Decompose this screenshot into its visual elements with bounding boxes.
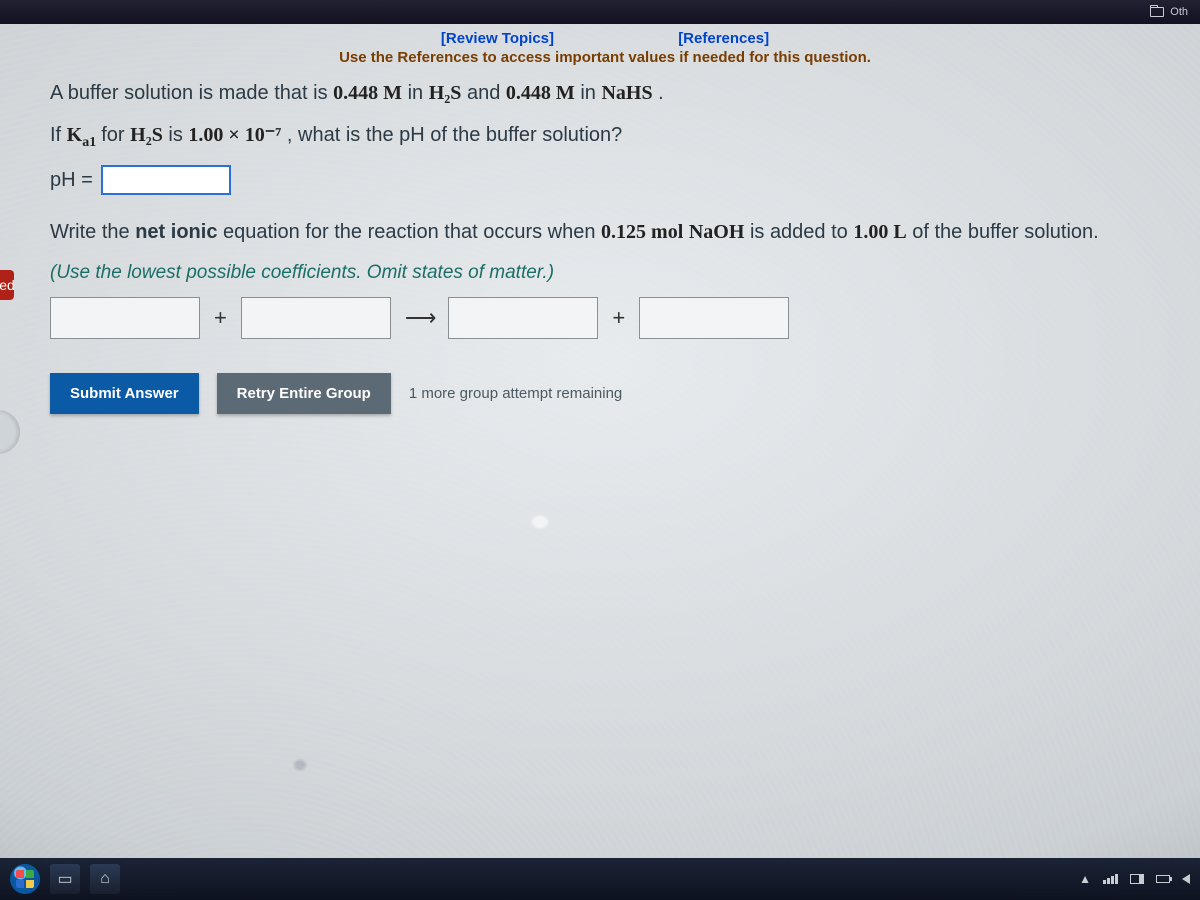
concentration-1: 0.448 M [333,82,402,104]
text: , what is the pH of the buffer solution? [287,124,622,146]
ph-row: pH = [50,163,1160,197]
product-1-input[interactable] [448,297,598,339]
speaker-icon[interactable] [1182,874,1190,884]
browser-tab-strip: Oth [0,0,1200,24]
text: A buffer solution is made that is [50,82,333,104]
text: is [168,124,188,146]
ka-symbol: Ka1 [67,124,102,146]
text: in [408,82,429,104]
plus-1: + [214,299,227,336]
reactant-2-input[interactable] [241,297,391,339]
question-line-1: A buffer solution is made that is 0.448 … [50,76,1160,110]
species-h2s-2: H₂S [130,124,163,146]
coefficient-hint: (Use the lowest possible coefficients. O… [50,257,1160,289]
volume: 1.00 L [853,221,906,243]
question-line-3: Write the net ionic equation for the rea… [50,215,1160,249]
tray-up-icon[interactable]: ▲ [1079,872,1091,886]
species-nahs: NaHS [601,82,652,104]
tab-other-label[interactable]: Oth [1170,6,1188,18]
ka-k: K [67,124,83,146]
plus-2: + [612,299,625,336]
references-instruction: Use the References to access important v… [10,49,1200,66]
text: and [467,82,506,104]
references-link[interactable]: [References] [678,30,769,47]
taskbar-app-1[interactable]: ▭ [50,864,80,894]
ph-input[interactable] [101,165,231,195]
text: . [658,82,664,104]
submit-answer-button[interactable]: Submit Answer [50,373,199,414]
reactant-1-input[interactable] [50,297,200,339]
taskbar: ▭ ⌂ ▲ [0,858,1200,900]
equation-row: + ⟶ + [50,297,1160,339]
mol-amount: 0.125 mol [601,221,683,243]
start-button[interactable] [10,864,40,894]
question-line-2: If Ka1 for H₂S is 1.00 × 10⁻⁷ , what is … [50,118,1160,155]
text: If [50,124,67,146]
content-panel: [Review Topics] [References] Use the Ref… [10,24,1200,850]
ka-sub: a1 [82,135,96,150]
species-naoh: NaOH [689,221,745,243]
text: for [101,124,130,146]
review-topics-link[interactable]: [Review Topics] [441,30,554,47]
ka-value: 1.00 × 10⁻⁷ [188,124,281,146]
taskbar-left: ▭ ⌂ [10,864,120,894]
battery-icon[interactable] [1156,875,1170,883]
attempts-remaining: 1 more group attempt remaining [409,381,622,407]
text: equation for the reaction that occurs wh… [223,221,601,243]
system-tray: ▲ [1079,872,1190,886]
retry-group-button[interactable]: Retry Entire Group [217,373,391,414]
product-2-input[interactable] [639,297,789,339]
text: Write the [50,221,135,243]
taskbar-app-2[interactable]: ⌂ [90,864,120,894]
wifi-icon[interactable] [1103,874,1118,884]
ph-label: pH = [50,163,93,197]
button-row: Submit Answer Retry Entire Group 1 more … [50,373,1160,414]
question-body: A buffer solution is made that is 0.448 … [10,76,1200,414]
net-ionic-bold: net ionic [135,221,217,243]
species-h2s: H₂S [429,82,462,104]
screen-surface: Oth ed [Review Topics] [References] Use … [0,0,1200,900]
flag-icon[interactable] [1130,874,1144,884]
folder-icon [1150,7,1164,17]
text: in [580,82,601,104]
reaction-arrow: ⟶ [405,299,435,336]
text: is added to [750,221,853,243]
concentration-2: 0.448 M [506,82,575,104]
text: of the buffer solution. [912,221,1098,243]
top-links-row: [Review Topics] [References] [10,24,1200,49]
